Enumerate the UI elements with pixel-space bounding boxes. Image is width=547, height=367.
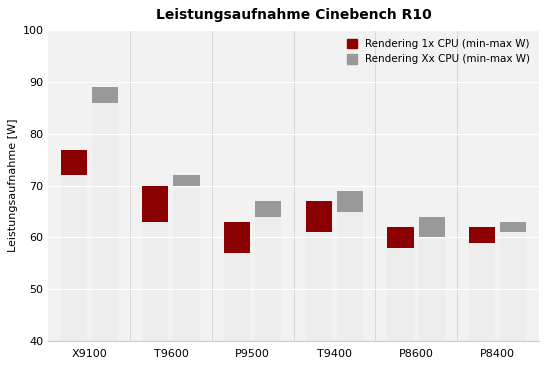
Bar: [92, 87, 118, 103]
Bar: [306, 201, 332, 341]
Title: Leistungsaufnahme Cinebench R10: Leistungsaufnahme Cinebench R10: [156, 8, 432, 22]
Bar: [61, 149, 87, 175]
Bar: [387, 227, 414, 341]
Bar: [173, 175, 200, 341]
Bar: [255, 201, 281, 341]
Bar: [387, 227, 414, 248]
Bar: [173, 175, 200, 186]
Bar: [92, 87, 118, 341]
Legend: Rendering 1x CPU (min-max W), Rendering Xx CPU (min-max W): Rendering 1x CPU (min-max W), Rendering …: [344, 36, 533, 68]
Bar: [418, 217, 445, 341]
Bar: [142, 186, 168, 222]
Bar: [337, 191, 363, 341]
Bar: [224, 222, 250, 341]
Y-axis label: Leistungsaufnahme [W]: Leistungsaufnahme [W]: [8, 119, 19, 252]
Bar: [306, 201, 332, 232]
Bar: [337, 191, 363, 212]
Bar: [142, 186, 168, 341]
Bar: [501, 222, 526, 341]
Bar: [418, 217, 445, 237]
Bar: [501, 222, 526, 232]
Bar: [469, 227, 496, 341]
Bar: [255, 201, 281, 217]
Bar: [61, 149, 87, 341]
Bar: [224, 222, 250, 253]
Bar: [469, 227, 496, 243]
